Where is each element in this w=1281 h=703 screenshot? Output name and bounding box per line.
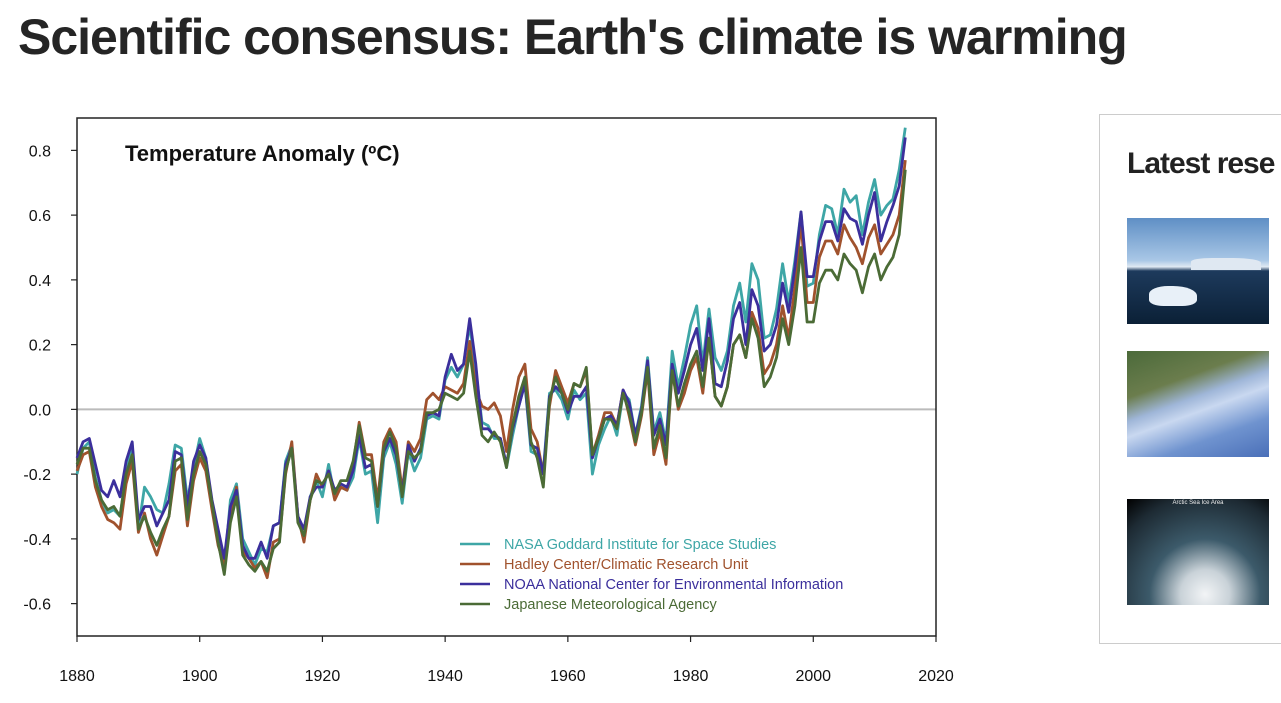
y-tick-label: 0.0 bbox=[29, 402, 51, 419]
thumbnail-caption: Arctic Sea Ice Area bbox=[1172, 500, 1224, 506]
greenland-icebergs-thumbnail[interactable] bbox=[1127, 218, 1269, 324]
x-tick-label: 1880 bbox=[59, 668, 95, 685]
axes: -0.6 -0.4 -0.2 0.0 0.2 0.4 0.6 0.8 1880 1900 1920 1… bbox=[23, 117, 954, 685]
latest-research-panel: Latest rese Arctic Sea Ice Area bbox=[1099, 114, 1281, 644]
y-tick-label: -0.4 bbox=[23, 532, 51, 549]
x-tick-label: 1940 bbox=[427, 668, 463, 685]
series-lines bbox=[75, 127, 907, 580]
ocean-currents-thumbnail[interactable] bbox=[1127, 351, 1269, 457]
x-tick-label: 1900 bbox=[182, 668, 218, 685]
legend-label: NASA Goddard Institute for Space Studies bbox=[504, 537, 776, 553]
series-line-0 bbox=[75, 127, 907, 570]
plot-frame bbox=[76, 117, 937, 637]
x-tick-label: 2020 bbox=[918, 668, 954, 685]
series-line-3 bbox=[75, 169, 907, 576]
temperature-anomaly-chart: -0.6 -0.4 -0.2 0.0 0.2 0.4 0.6 0.8 1880 1900 1920 1… bbox=[23, 117, 954, 685]
y-tick-label: -0.2 bbox=[23, 467, 51, 484]
x-tick-label: 1980 bbox=[673, 668, 709, 685]
legend-label: Hadley Center/Climatic Research Unit bbox=[504, 557, 748, 573]
x-tick-label: 1920 bbox=[305, 668, 341, 685]
y-tick-label: 0.6 bbox=[29, 208, 51, 225]
y-tick-label: 0.4 bbox=[29, 273, 51, 290]
y-tick-label: -0.6 bbox=[23, 597, 51, 614]
page-title: Scientific consensus: Earth's climate is… bbox=[18, 9, 1128, 65]
series-line-1 bbox=[75, 159, 907, 580]
legend: NASA Goddard Institute for Space Studies… bbox=[460, 537, 843, 613]
chart-title: Temperature Anomaly (ºC) bbox=[125, 141, 400, 166]
arctic-sea-ice-thumbnail[interactable]: Arctic Sea Ice Area bbox=[1127, 499, 1269, 605]
y-tick-label: 0.2 bbox=[29, 338, 51, 355]
y-tick-label: 0.8 bbox=[29, 143, 51, 160]
legend-label: NOAA National Center for Environmental I… bbox=[504, 577, 843, 593]
series-line-2 bbox=[75, 137, 907, 560]
legend-label: Japanese Meteorological Agency bbox=[504, 597, 718, 613]
x-tick-label: 2000 bbox=[795, 668, 831, 685]
latest-research-heading: Latest rese bbox=[1127, 147, 1275, 180]
x-tick-label: 1960 bbox=[550, 668, 586, 685]
